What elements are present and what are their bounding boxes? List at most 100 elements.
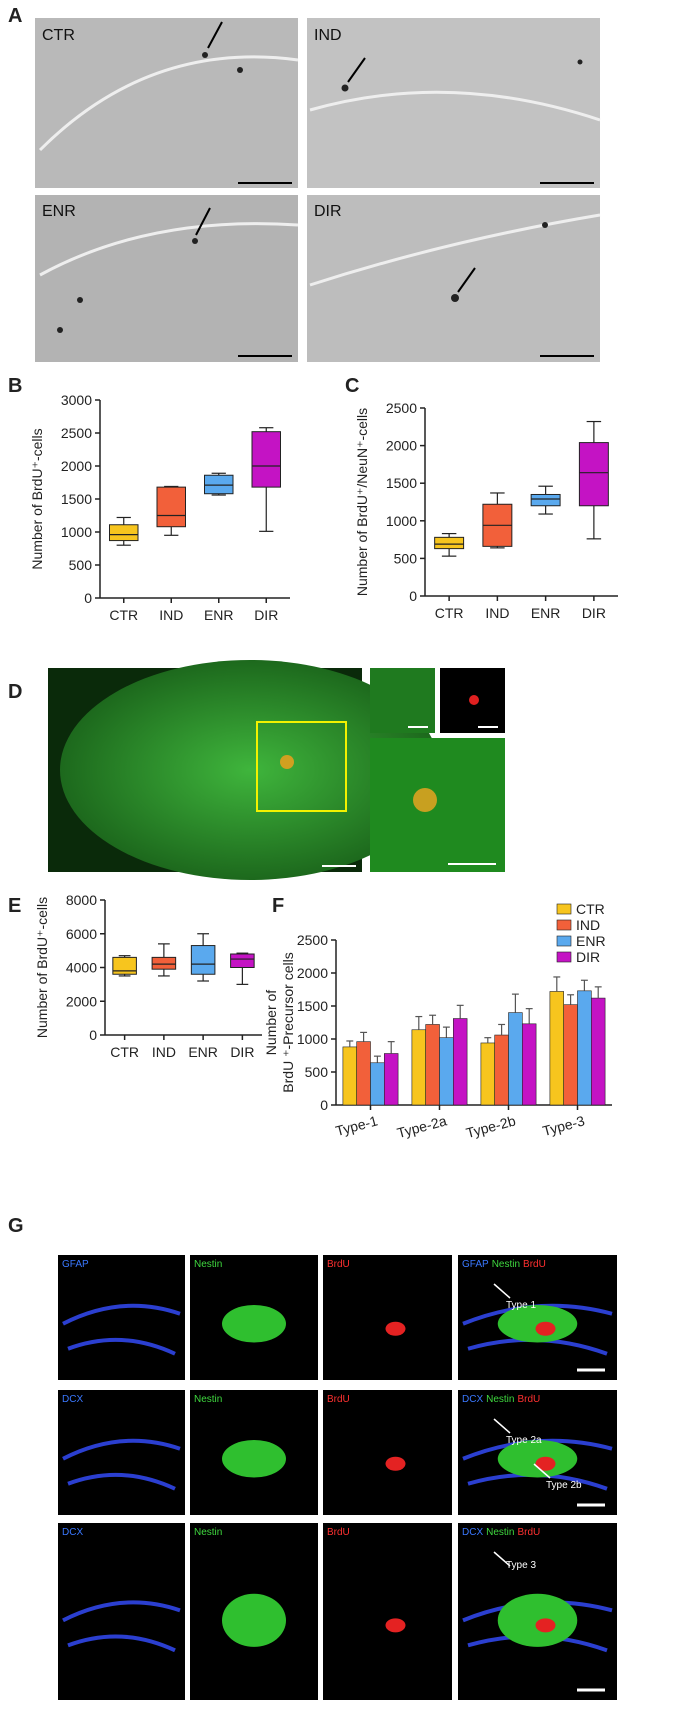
box xyxy=(190,945,216,975)
x-tick-label: ENR xyxy=(204,607,234,623)
stain xyxy=(62,1438,181,1491)
bar xyxy=(439,1037,454,1106)
channel-label: GFAP xyxy=(62,1259,89,1270)
y-axis-label: Number of BrdU⁺/NeuN⁺-cells xyxy=(354,408,370,596)
channel-label: DCX Nestin BrdU xyxy=(462,1527,540,1538)
bar xyxy=(383,1053,399,1106)
arrow xyxy=(533,1463,551,1479)
x-tick-label: IND xyxy=(159,607,183,623)
x-tick-label: Type-3 xyxy=(541,1112,587,1139)
cell-layer xyxy=(60,660,440,880)
brdu-cell xyxy=(413,788,437,812)
tissue-layer xyxy=(309,213,601,287)
stain xyxy=(385,1618,406,1633)
micrograph xyxy=(35,18,298,188)
channel-label: DCX xyxy=(62,1527,83,1538)
arrow xyxy=(493,1551,511,1567)
bar xyxy=(577,990,592,1106)
micrograph xyxy=(307,18,600,188)
legend-label: ENR xyxy=(576,933,606,949)
brdu-cell xyxy=(280,755,294,769)
y-tick-label: 0 xyxy=(89,1027,97,1043)
channel-label: BrdU xyxy=(327,1527,350,1538)
channel-name: GFAP xyxy=(462,1259,489,1270)
y-tick-label: 1500 xyxy=(297,998,328,1014)
arrows xyxy=(195,21,476,293)
micrograph xyxy=(323,1255,452,1380)
y-tick-label: 1000 xyxy=(297,1031,328,1047)
x-tick-label: Type-2b xyxy=(464,1112,517,1141)
channel-name: Nestin xyxy=(492,1259,520,1270)
y-tick-label: 500 xyxy=(305,1064,329,1080)
bar xyxy=(411,1029,426,1106)
box xyxy=(156,486,186,528)
bar xyxy=(494,1034,509,1106)
x-tick-label: ENR xyxy=(531,605,561,621)
x-tick-label: DIR xyxy=(230,1044,254,1060)
bar xyxy=(342,1046,357,1106)
x-tick-label: CTR xyxy=(435,605,464,621)
y-tick-label: 0 xyxy=(320,1097,328,1113)
channel-label: DCX xyxy=(62,1394,83,1405)
channel-label: Nestin xyxy=(194,1527,222,1538)
y-axis-label: Number of BrdU⁺-cells xyxy=(29,428,45,569)
y-tick-label: 500 xyxy=(394,550,418,566)
y-tick-label: 1500 xyxy=(386,475,417,491)
stain xyxy=(535,1321,556,1336)
channel-label: BrdU xyxy=(327,1394,350,1405)
bar xyxy=(452,1018,468,1106)
annotation: Type 2b xyxy=(546,1480,582,1491)
panel-a: CTR IND ENR DIR xyxy=(35,18,601,362)
annotation: Type 2a xyxy=(506,1435,542,1446)
panel-letter: E xyxy=(8,895,21,917)
image-label: IND xyxy=(314,27,342,44)
box xyxy=(204,474,234,495)
box xyxy=(530,493,561,507)
x-tick-label: DIR xyxy=(254,607,278,623)
panel-letter: B xyxy=(8,375,22,397)
chart: 0 500 1000 1500 2000 2500 Number of BrdU⁺/NeuN… xyxy=(354,400,618,621)
box xyxy=(151,956,177,970)
stain xyxy=(222,1305,286,1343)
y-tick-label: 1000 xyxy=(61,524,92,540)
legend-label: DIR xyxy=(576,949,600,965)
image-label: CTR xyxy=(42,27,75,44)
stain xyxy=(62,1303,181,1356)
cells xyxy=(57,52,583,333)
x-tick-label: IND xyxy=(485,605,509,621)
micrograph xyxy=(323,1390,452,1515)
micrograph xyxy=(35,195,298,362)
y-axis-label: Number of BrdU⁺-cells xyxy=(34,897,50,1038)
panel-letter: F xyxy=(272,895,284,917)
box xyxy=(112,956,137,975)
panel-letters: A B C D E F G xyxy=(8,5,359,1237)
channel-label: GFAP Nestin BrdU xyxy=(462,1259,546,1270)
y-tick-label: 2000 xyxy=(297,965,328,981)
x-tick-label: ENR xyxy=(188,1044,218,1060)
y-tick-label: 1500 xyxy=(61,491,92,507)
x-tick-label: CTR xyxy=(109,607,138,623)
channel-name: DCX xyxy=(462,1527,483,1538)
legend-label: IND xyxy=(576,917,600,933)
image-label: DIR xyxy=(314,203,342,220)
arrow xyxy=(493,1418,511,1434)
legend-swatch xyxy=(556,919,572,931)
y-tick-label: 2500 xyxy=(297,932,328,948)
x-tick-label: Type-1 xyxy=(334,1112,380,1139)
bar xyxy=(356,1041,371,1106)
annotation: Type 3 xyxy=(506,1560,536,1571)
legend-swatch xyxy=(556,951,572,963)
tissue-layer xyxy=(309,90,601,122)
y-tick-label: 4000 xyxy=(66,960,97,976)
image-label: ENR xyxy=(42,203,76,220)
bar xyxy=(521,1023,537,1106)
channel-label: BrdU xyxy=(327,1259,350,1270)
panel-letter: A xyxy=(8,5,22,27)
y-tick-label: 2500 xyxy=(61,425,92,441)
channel-name: BrdU xyxy=(523,1259,546,1270)
channel-name: Nestin xyxy=(486,1527,514,1538)
y-tick-label: 6000 xyxy=(66,926,97,942)
inset-box xyxy=(256,721,347,812)
